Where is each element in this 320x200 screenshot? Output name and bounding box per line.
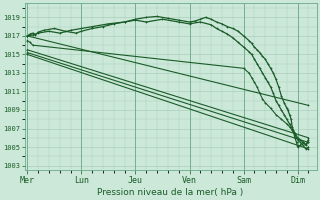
X-axis label: Pression niveau de la mer( hPa ): Pression niveau de la mer( hPa ) <box>98 188 244 197</box>
